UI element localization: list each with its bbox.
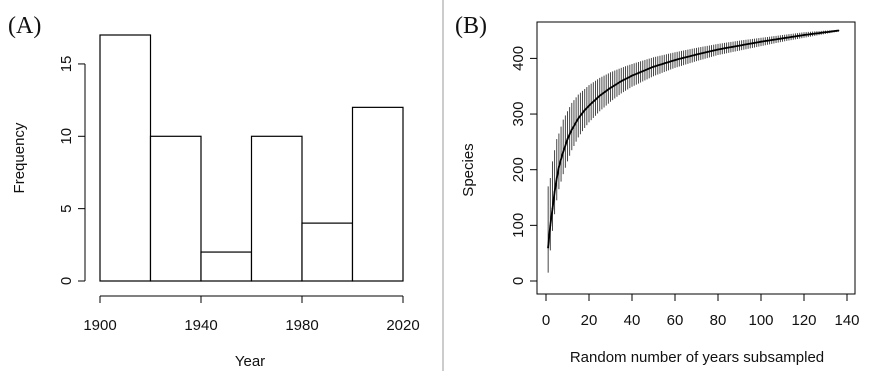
y-tick-label: 400 <box>510 46 527 71</box>
error-bars <box>547 30 839 273</box>
x-tick-label: 2020 <box>386 317 419 334</box>
histogram-bar <box>200 251 253 282</box>
line-y-label: Species <box>460 143 477 196</box>
data-point <box>695 53 698 56</box>
panel-a: (A) 1900 1940 1980 2020 0 5 10 15 Year Frequen… <box>8 13 420 370</box>
histogram-bar <box>99 34 152 282</box>
line-y-axis: 0 100 200 300 400 <box>510 46 537 285</box>
data-point <box>620 80 623 83</box>
data-point <box>717 48 719 51</box>
data-point <box>738 44 741 47</box>
data-point <box>837 29 840 32</box>
y-tick-label: 100 <box>510 213 527 238</box>
data-point <box>551 207 554 210</box>
histogram-bar <box>149 135 202 282</box>
y-tick-label: 0 <box>58 277 75 285</box>
data-point <box>583 109 586 112</box>
histogram-y-label: Frequency <box>11 122 28 193</box>
x-tick-label: 40 <box>624 312 641 329</box>
y-tick-label: 15 <box>58 56 75 73</box>
data-point <box>824 31 827 34</box>
histogram-bar <box>351 106 404 282</box>
histogram-bars <box>99 34 404 282</box>
x-tick-label: 60 <box>667 312 684 329</box>
data-point <box>609 86 612 89</box>
x-tick-label: 140 <box>834 312 859 329</box>
mean-line <box>547 29 839 248</box>
panel-b: (B) 0 20 40 60 80 100 120 140 0 100 200 300 400 Ran… <box>455 13 860 366</box>
histogram-x-axis: 1900 1940 1980 2020 <box>83 295 420 334</box>
line-x-label: Random number of years subsampled <box>570 349 824 366</box>
line-x-axis: 0 20 40 60 80 100 120 140 <box>542 294 860 329</box>
y-tick-label: 200 <box>510 157 527 182</box>
mean-line-group <box>547 29 840 249</box>
data-point <box>760 40 762 43</box>
data-point <box>631 74 633 77</box>
x-tick-label: 1940 <box>184 317 217 334</box>
x-tick-label: 1980 <box>285 317 318 334</box>
data-point <box>553 191 556 193</box>
data-point <box>588 104 590 107</box>
y-tick-label: 5 <box>58 204 75 212</box>
data-point <box>803 34 805 36</box>
x-tick-label: 80 <box>710 312 727 329</box>
data-point <box>562 150 565 153</box>
histogram-y-axis: 0 5 10 15 <box>58 56 86 285</box>
data-point <box>674 59 676 61</box>
panel-a-label: (A) <box>8 13 41 39</box>
histogram-bar <box>301 222 354 282</box>
histogram-x-label: Year <box>235 353 265 370</box>
data-point <box>652 65 655 68</box>
y-tick-label: 0 <box>510 277 527 285</box>
x-tick-label: 120 <box>791 312 816 329</box>
data-point <box>555 177 558 179</box>
histogram-bar <box>250 135 303 282</box>
y-tick-label: 10 <box>58 128 75 145</box>
data-point <box>570 128 573 131</box>
x-tick-label: 20 <box>581 312 598 329</box>
y-tick-label: 300 <box>510 102 527 127</box>
x-tick-label: 100 <box>748 312 773 329</box>
x-tick-label: 0 <box>542 312 550 329</box>
panel-b-label: (B) <box>455 13 487 39</box>
data-point <box>566 138 569 140</box>
data-point <box>577 117 580 120</box>
data-point <box>598 94 601 97</box>
data-point <box>547 246 550 249</box>
data-point <box>549 224 552 227</box>
x-tick-label: 1900 <box>83 317 116 334</box>
data-point <box>558 166 560 168</box>
plot-frame <box>536 21 856 295</box>
data-point <box>781 37 784 40</box>
